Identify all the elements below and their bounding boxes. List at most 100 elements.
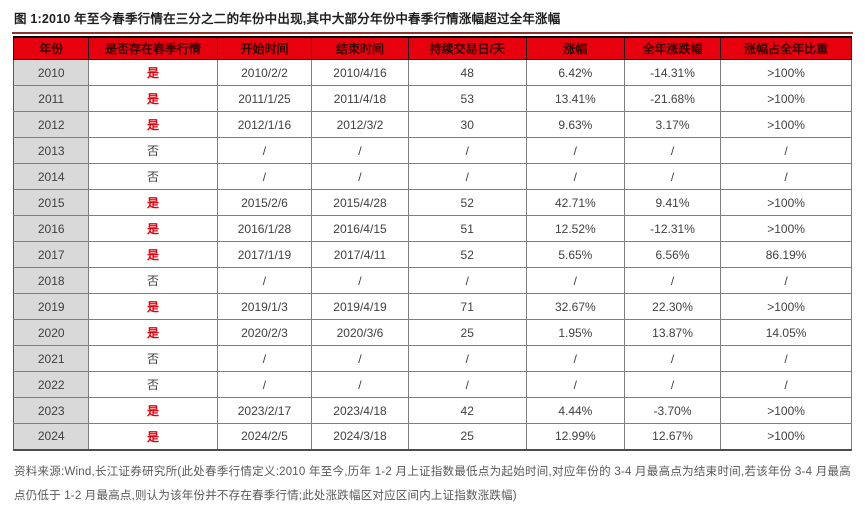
- table-row: 2011 是 2011/1/25 2011/4/18 53 13.41% -21.68% >1…: [12, 85, 852, 112]
- figure-title: 图 1:2010 年至今春季行情在三分之二的年份中出现,其中大部分年份中春季行情…: [14, 12, 561, 26]
- cell-ratio: /: [720, 137, 852, 164]
- table-row: 2022 否 / / / / / /: [12, 371, 852, 398]
- cell-ratio: 14.05%: [720, 319, 852, 346]
- cell-year: 2020: [12, 319, 90, 346]
- cell-days: 48: [407, 59, 527, 86]
- header-gain: 涨幅: [525, 36, 625, 60]
- source-note: 资料来源:Wind,长江证券研究所(此处春季行情定义:2010 年至今,历年 1…: [14, 465, 851, 503]
- cell-year: 2018: [12, 267, 90, 294]
- cell-year-change: /: [623, 345, 722, 372]
- cell-gain: /: [525, 371, 625, 398]
- cell-days: /: [407, 345, 527, 372]
- cell-ratio: 86.19%: [720, 241, 852, 268]
- cell-year: 2015: [12, 189, 90, 216]
- cell-has-spring: 是: [88, 59, 218, 86]
- cell-year: 2013: [12, 137, 90, 164]
- cell-end: 2016/4/15: [311, 215, 409, 242]
- header-days: 持续交易日/天: [407, 36, 527, 60]
- cell-year: 2012: [12, 111, 90, 138]
- cell-gain: /: [525, 163, 625, 190]
- cell-has-spring: 是: [88, 189, 218, 216]
- cell-year-change: 3.17%: [623, 111, 722, 138]
- cell-end: 2012/3/2: [311, 111, 409, 138]
- cell-end: /: [311, 345, 409, 372]
- cell-year-change: /: [623, 137, 722, 164]
- table-row: 2010 是 2010/2/2 2010/4/16 48 6.42% -14.31% >100…: [12, 59, 852, 86]
- cell-start: 2015/2/6: [216, 189, 313, 216]
- cell-ratio: /: [720, 267, 852, 294]
- cell-start: /: [216, 267, 313, 294]
- table-row: 2014 否 / / / / / /: [12, 163, 852, 190]
- cell-end: 2019/4/19: [311, 293, 409, 320]
- header-start-date: 开始时间: [216, 36, 313, 60]
- cell-ratio: >100%: [720, 397, 852, 424]
- cell-start: 2016/1/28: [216, 215, 313, 242]
- cell-days: /: [407, 137, 527, 164]
- cell-gain: 6.42%: [525, 59, 625, 86]
- cell-year: 2010: [12, 59, 90, 86]
- cell-ratio: >100%: [720, 59, 852, 86]
- cell-end: 2024/3/18: [311, 423, 409, 451]
- header-row: 年份 是否存在春季行情 开始时间 结束时间 持续交易日/天 涨幅 全年涨跌幅 涨…: [12, 36, 852, 60]
- cell-year: 2022: [12, 371, 90, 398]
- cell-year-change: /: [623, 163, 722, 190]
- table-row: 2013 否 / / / / / /: [12, 137, 852, 164]
- cell-end: 2015/4/28: [311, 189, 409, 216]
- cell-year-change: 13.87%: [623, 319, 722, 346]
- cell-end: 2010/4/16: [311, 59, 409, 86]
- cell-gain: 12.52%: [525, 215, 625, 242]
- cell-end: 2011/4/18: [311, 85, 409, 112]
- cell-gain: /: [525, 267, 625, 294]
- cell-ratio: >100%: [720, 215, 852, 242]
- cell-year-change: /: [623, 371, 722, 398]
- cell-start: 2010/2/2: [216, 59, 313, 86]
- cell-has-spring: 是: [88, 397, 218, 424]
- cell-year-change: 22.30%: [623, 293, 722, 320]
- table-row: 2018 否 / / / / / /: [12, 267, 852, 294]
- cell-ratio: >100%: [720, 293, 852, 320]
- header-year: 年份: [12, 36, 90, 60]
- cell-year: 2014: [12, 163, 90, 190]
- cell-start: 2019/1/3: [216, 293, 313, 320]
- cell-year: 2024: [12, 423, 90, 451]
- cell-year: 2021: [12, 345, 90, 372]
- cell-year-change: 6.56%: [623, 241, 722, 268]
- cell-start: 2020/2/3: [216, 319, 313, 346]
- cell-ratio: >100%: [720, 189, 852, 216]
- table-row: 2017 是 2017/1/19 2017/4/11 52 5.65% 6.56% 86.19…: [12, 241, 852, 268]
- cell-year-change: /: [623, 267, 722, 294]
- cell-end: /: [311, 137, 409, 164]
- cell-ratio: /: [720, 345, 852, 372]
- table-row: 2021 否 / / / / / /: [12, 345, 852, 372]
- cell-has-spring: 是: [88, 423, 218, 451]
- cell-gain: /: [525, 137, 625, 164]
- cell-has-spring: 否: [88, 371, 218, 398]
- cell-start: 2012/1/16: [216, 111, 313, 138]
- header-end-date: 结束时间: [311, 36, 409, 60]
- cell-year: 2019: [12, 293, 90, 320]
- cell-year: 2016: [12, 215, 90, 242]
- table-row: 2023 是 2023/2/17 2023/4/18 42 4.44% -3.70% >100…: [12, 397, 852, 424]
- cell-year-change: -3.70%: [623, 397, 722, 424]
- cell-start: /: [216, 137, 313, 164]
- cell-year-change: -14.31%: [623, 59, 722, 86]
- cell-ratio: /: [720, 371, 852, 398]
- cell-start: /: [216, 345, 313, 372]
- table-row: 2019 是 2019/1/3 2019/4/19 71 32.67% 22.30% >100…: [12, 293, 852, 320]
- cell-gain: 5.65%: [525, 241, 625, 268]
- cell-end: /: [311, 163, 409, 190]
- cell-has-spring: 是: [88, 215, 218, 242]
- cell-start: 2011/1/25: [216, 85, 313, 112]
- cell-year-change: 9.41%: [623, 189, 722, 216]
- cell-days: 71: [407, 293, 527, 320]
- cell-start: /: [216, 163, 313, 190]
- cell-has-spring: 否: [88, 267, 218, 294]
- cell-start: /: [216, 371, 313, 398]
- cell-year: 2017: [12, 241, 90, 268]
- cell-year-change: 12.67%: [623, 423, 722, 451]
- table-header: 年份 是否存在春季行情 开始时间 结束时间 持续交易日/天 涨幅 全年涨跌幅 涨…: [12, 36, 852, 60]
- cell-year-change: -12.31%: [623, 215, 722, 242]
- cell-ratio: /: [720, 163, 852, 190]
- cell-gain: 1.95%: [525, 319, 625, 346]
